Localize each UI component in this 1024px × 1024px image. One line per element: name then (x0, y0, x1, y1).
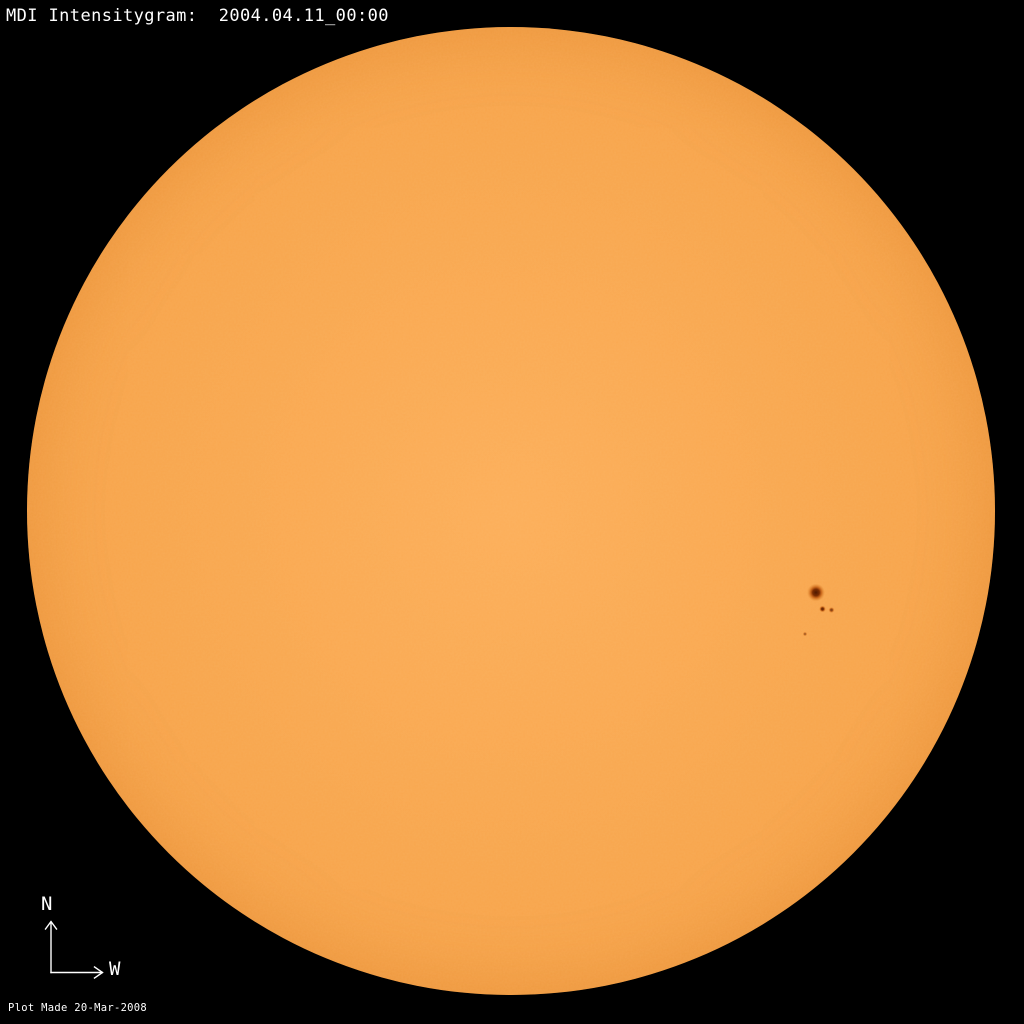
compass-north-label: N (41, 893, 53, 915)
sun-disk (27, 27, 995, 995)
plot-made-caption: Plot Made 20-Mar-2008 (8, 1002, 148, 1014)
compass-arrows-icon (44, 920, 104, 979)
plot-title: MDI Intensitygram: 2004.04.11_00:00 (6, 6, 389, 26)
compass-west-label: W (109, 958, 121, 980)
